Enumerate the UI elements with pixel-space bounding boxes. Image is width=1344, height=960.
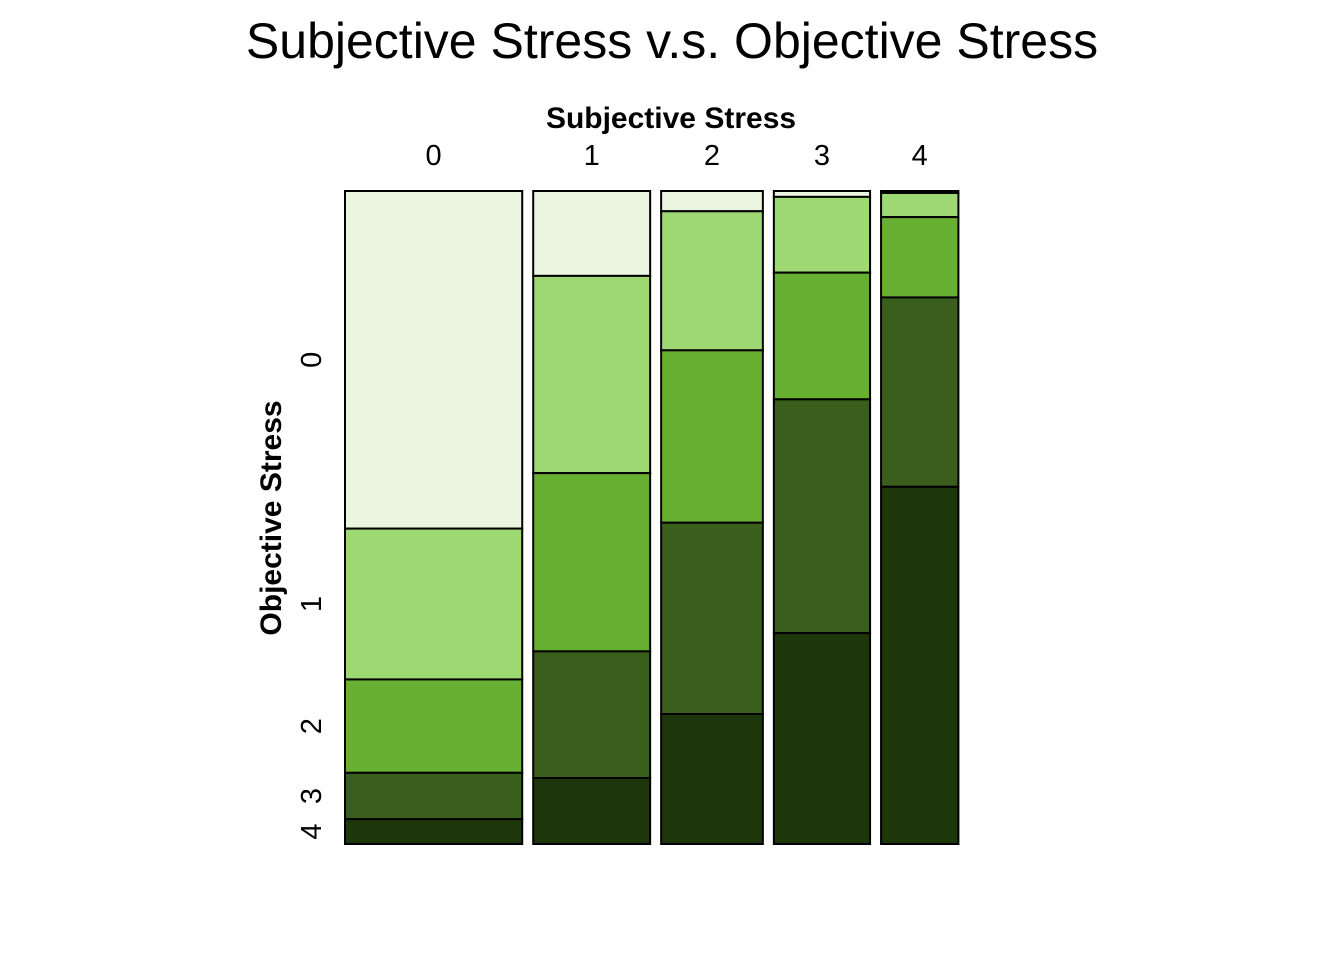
x-tick-label: 2 [704,140,720,172]
x-tick-label: 3 [814,140,830,172]
x-axis-label: Subjective Stress [546,102,796,135]
y-tick-label: 4 [296,824,328,840]
mosaic-tile-x1-y1 [532,274,652,475]
mosaic-tile-x1-y4 [532,777,652,845]
y-axis-label: Objective Stress [255,400,288,635]
mosaic-tile-x2-y4 [660,713,764,845]
mosaic-tile-x0-y1 [344,527,524,681]
mosaic-column-1 [532,190,652,845]
mosaic-tiles [344,190,960,846]
mosaic-tile-x4-y3 [880,296,960,488]
y-tick-label: 3 [296,788,328,804]
mosaic-tile-x4-y4 [880,485,960,845]
mosaic-column-3 [772,190,872,846]
mosaic-tile-x3-y3 [772,398,872,635]
mosaic-tile-x4-y1 [880,191,960,219]
x-tick-labels: 0 1 2 3 4 [426,140,928,172]
x-tick-label: 1 [584,140,600,172]
x-tick-label: 4 [912,140,928,172]
mosaic-tile-x2-y2 [660,349,764,524]
mosaic-column-4 [880,190,960,845]
mosaic-tile-x2-y1 [660,210,764,352]
y-tick-label: 2 [296,718,328,734]
mosaic-tile-x0-y0 [344,190,524,530]
mosaic-tile-x2-y3 [660,521,764,716]
mosaic-tile-x4-y2 [880,216,960,299]
mosaic-tile-x1-y0 [532,190,652,277]
mosaic-column-0 [344,190,524,846]
mosaic-tile-x2-y0 [660,190,764,213]
mosaic-tile-x3-y2 [772,271,872,401]
mosaic-column-2 [660,190,764,845]
mosaic-tile-x0-y2 [344,678,524,774]
chart-title: Subjective Stress v.s. Objective Stress [246,13,1098,69]
mosaic-tile-x0-y3 [344,771,524,821]
mosaic-tile-x3-y1 [772,195,872,274]
mosaic-tile-x0-y4 [344,818,524,846]
mosaic-tile-x1-y3 [532,650,652,780]
y-tick-label: 0 [296,352,328,368]
x-tick-label: 0 [426,140,442,172]
y-tick-label: 1 [296,596,328,612]
mosaic-tile-x1-y2 [532,472,652,653]
y-tick-labels: 0 1 2 3 4 [296,352,328,840]
mosaic-tile-x3-y4 [772,632,872,846]
